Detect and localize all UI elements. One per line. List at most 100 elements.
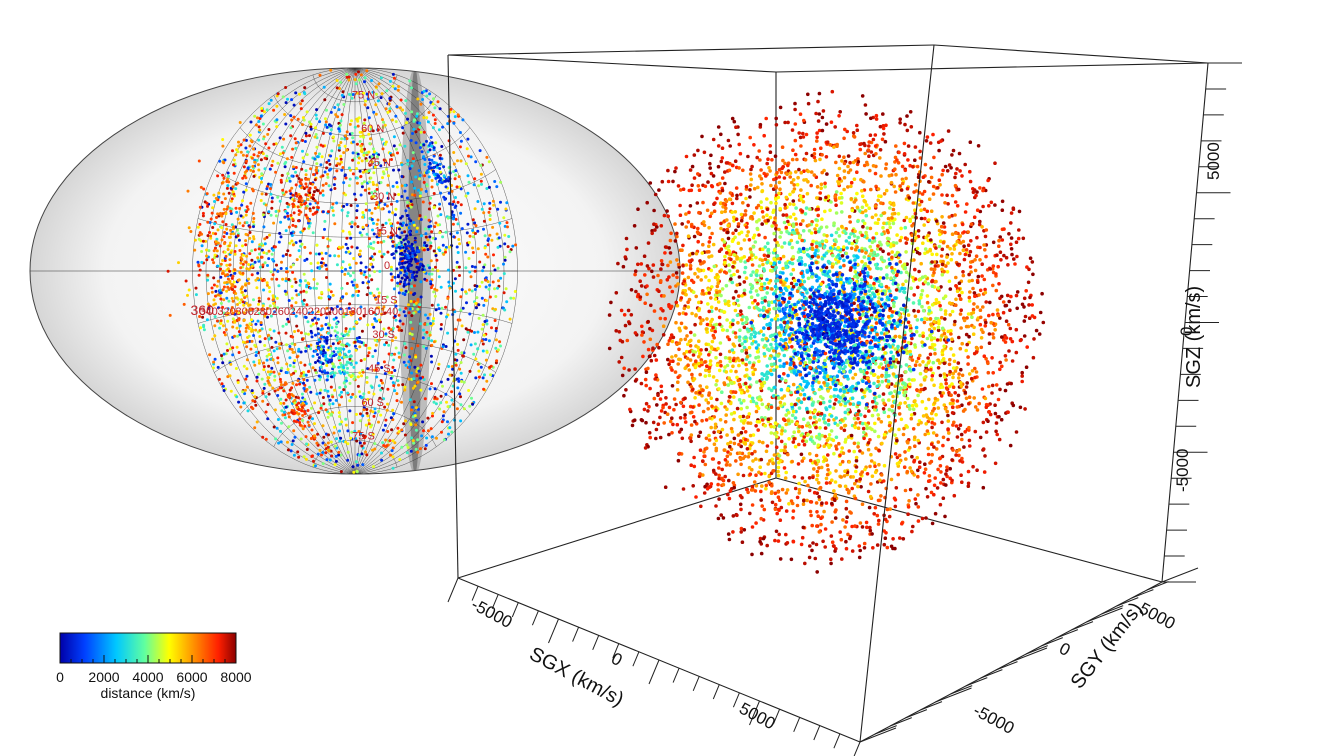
sky-galaxy-point: [460, 351, 464, 355]
sky-galaxy-point: [459, 139, 463, 143]
sky-galaxy-point: [230, 296, 234, 300]
sky-galaxy-point: [316, 201, 320, 205]
sky-latitude-label: 45 N: [368, 157, 391, 169]
sky-galaxy-point: [334, 353, 338, 357]
box-galaxy-point: [842, 428, 847, 433]
sky-galaxy-point: [206, 292, 210, 296]
sky-galaxy-point: [414, 423, 418, 427]
sky-galaxy-point: [382, 444, 386, 447]
sky-galaxy-point: [357, 161, 360, 165]
sky-galaxy-point: [307, 370, 310, 373]
sky-galaxy-point: [211, 366, 215, 370]
box-galaxy-point: [705, 208, 710, 213]
box-galaxy-point: [749, 177, 754, 182]
sky-galaxy-point: [428, 272, 431, 276]
sky-galaxy-point: [242, 190, 246, 194]
sky-galaxy-point: [300, 203, 304, 207]
sky-galaxy-point: [486, 243, 490, 247]
box-galaxy-point: [727, 478, 731, 483]
sky-galaxy-point: [313, 199, 317, 203]
sky-galaxy-point: [345, 214, 349, 218]
sky-galaxy-point: [339, 470, 343, 474]
box-galaxy-point: [836, 259, 841, 264]
sky-galaxy-point: [368, 180, 371, 184]
sky-galaxy-point: [379, 96, 383, 100]
sky-galaxy-point: [198, 205, 202, 209]
sky-galaxy-point: [461, 118, 465, 122]
sky-galaxy-point: [440, 306, 444, 310]
sky-galaxy-point: [348, 355, 352, 359]
sky-galaxy-point: [219, 262, 223, 266]
sky-galaxy-point: [458, 367, 462, 371]
sky-galaxy-point: [346, 442, 350, 446]
sky-galaxy-point: [342, 372, 346, 376]
sky-galaxy-point: [393, 441, 397, 445]
sky-galaxy-point: [470, 396, 473, 400]
sky-galaxy-point: [395, 185, 399, 189]
sky-galaxy-point: [310, 428, 314, 432]
sky-galaxy-point: [352, 365, 356, 369]
sky-galaxy-point: [367, 187, 371, 191]
sky-galaxy-point: [307, 188, 311, 192]
sky-galaxy-point: [377, 318, 381, 322]
sky-galaxy-point: [432, 205, 436, 209]
box-galaxy-point: [993, 403, 997, 408]
box-galaxy-point: [738, 502, 743, 507]
sky-galaxy-point: [417, 310, 421, 314]
sky-galaxy-point: [285, 157, 289, 161]
sky-galaxy-point: [219, 301, 223, 305]
sky-galaxy-point: [371, 147, 375, 151]
sky-galaxy-point: [404, 236, 408, 240]
sky-galaxy-point: [496, 266, 500, 270]
sky-galaxy-point: [222, 311, 226, 315]
box-galaxy-point: [824, 407, 829, 412]
sky-galaxy-point: [363, 80, 366, 84]
sky-galaxy-point: [344, 417, 348, 421]
sky-galaxy-point: [422, 328, 425, 332]
sky-galaxy-point: [429, 322, 433, 325]
sky-galaxy-point: [290, 348, 294, 351]
sky-galaxy-point: [400, 195, 404, 198]
box-galaxy-point: [857, 555, 862, 560]
sky-galaxy-point: [409, 233, 412, 237]
sky-galaxy-point: [281, 413, 285, 417]
box-galaxy-point: [697, 300, 701, 305]
sky-galaxy-point: [435, 182, 439, 186]
sky-galaxy-point: [359, 261, 363, 265]
box-galaxy-point: [782, 241, 787, 245]
sky-galaxy-point: [344, 329, 348, 333]
box-galaxy-point: [857, 409, 861, 413]
sky-galaxy-point: [277, 331, 281, 335]
sky-galaxy-point: [290, 186, 294, 190]
sky-galaxy-point: [198, 231, 202, 235]
sky-galaxy-point: [235, 296, 239, 300]
sky-galaxy-point: [485, 379, 489, 383]
sky-galaxy-point: [265, 235, 269, 239]
box-galaxy-point: [686, 305, 691, 309]
sky-galaxy-point: [267, 257, 271, 261]
sky-galaxy-point: [337, 365, 341, 369]
box-galaxy-point: [823, 426, 828, 430]
sky-galaxy-point: [416, 450, 420, 454]
box-galaxy-point: [754, 521, 758, 525]
box-galaxy-point: [939, 315, 944, 320]
box-galaxy-point: [909, 125, 914, 129]
sky-galaxy-point: [281, 191, 285, 195]
box-galaxy-point: [776, 473, 781, 478]
box-galaxy-point: [640, 324, 644, 329]
box-galaxy-point: [1007, 232, 1011, 236]
sky-galaxy-point: [375, 368, 378, 372]
box-galaxy-point: [803, 212, 808, 216]
sky-galaxy-point: [232, 158, 236, 162]
sky-galaxy-point: [467, 389, 471, 392]
sky-galaxy-point: [389, 79, 392, 83]
sky-galaxy-point: [344, 242, 348, 246]
sky-galaxy-point: [344, 134, 347, 138]
sky-galaxy-point: [238, 249, 242, 252]
box-galaxy-point: [797, 131, 801, 135]
sky-galaxy-point: [294, 224, 298, 228]
sky-galaxy-point: [399, 288, 403, 292]
sky-galaxy-point: [380, 255, 384, 259]
sky-galaxy-point: [400, 231, 404, 235]
sky-galaxy-point: [431, 414, 434, 418]
